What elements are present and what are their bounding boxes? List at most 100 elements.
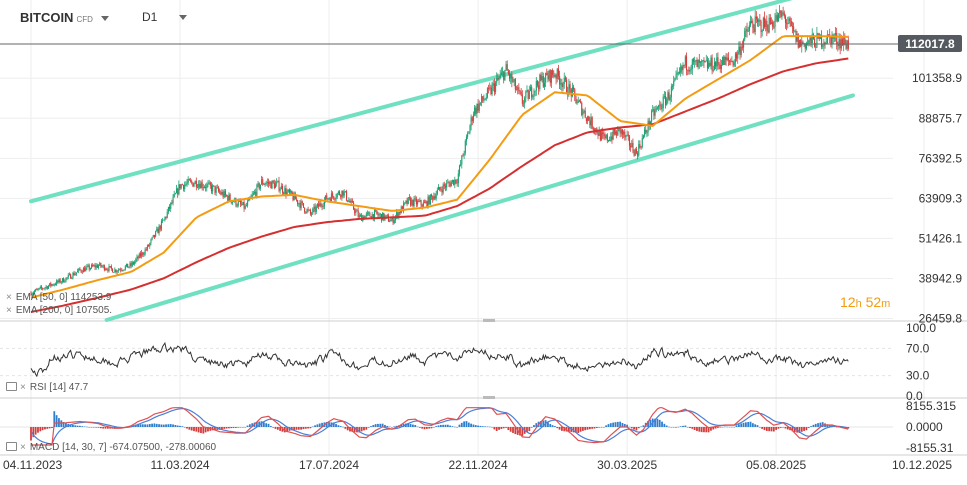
candle-body bbox=[590, 117, 592, 126]
candle bbox=[823, 38, 825, 52]
candle-body bbox=[504, 69, 506, 81]
indicator-settings-icon[interactable] bbox=[6, 381, 17, 391]
indicator-settings-icon[interactable] bbox=[6, 441, 17, 451]
candle bbox=[173, 190, 175, 198]
candle-body bbox=[415, 198, 417, 205]
candle-body bbox=[157, 228, 159, 234]
candle-body bbox=[833, 37, 835, 39]
candle bbox=[165, 216, 167, 220]
macd-histogram-bar bbox=[514, 427, 517, 435]
macd-histogram-bar bbox=[551, 425, 554, 427]
candle-body bbox=[172, 197, 174, 203]
candle-body bbox=[351, 200, 353, 203]
candle bbox=[713, 57, 716, 71]
candle bbox=[356, 208, 358, 212]
candle-body bbox=[266, 181, 268, 183]
candle bbox=[86, 264, 88, 271]
candle-body bbox=[573, 87, 575, 90]
candle bbox=[420, 199, 422, 208]
candle bbox=[450, 180, 452, 187]
candle-body bbox=[610, 136, 612, 141]
candle bbox=[549, 69, 551, 87]
candle bbox=[124, 264, 126, 271]
current-price-label-bg bbox=[898, 35, 962, 53]
candle-body bbox=[417, 201, 419, 205]
candle bbox=[835, 26, 837, 42]
candle bbox=[654, 106, 656, 120]
close-icon[interactable]: × bbox=[6, 305, 12, 316]
macd-histogram-bar bbox=[318, 423, 321, 427]
candle-body bbox=[169, 206, 171, 209]
macd-histogram-bar bbox=[190, 427, 193, 431]
candle-body bbox=[626, 134, 628, 136]
rsi-legend[interactable]: × RSI [14] 47.7 bbox=[6, 381, 88, 393]
candle-body bbox=[524, 97, 526, 104]
candle bbox=[441, 186, 443, 196]
candle bbox=[212, 183, 214, 195]
macd-histogram-bar bbox=[237, 427, 240, 428]
close-icon[interactable]: × bbox=[20, 382, 26, 393]
close-icon[interactable]: × bbox=[6, 292, 12, 303]
candle-body bbox=[736, 53, 738, 59]
candle bbox=[84, 265, 86, 272]
candle-body bbox=[550, 70, 553, 83]
macd-histogram-bar bbox=[281, 427, 284, 432]
macd-histogram-bar bbox=[30, 427, 32, 441]
ema50-legend[interactable]: × EMA [50, 0] 114253.9 bbox=[6, 292, 111, 303]
macd-histogram-bar bbox=[488, 426, 491, 428]
candle bbox=[368, 211, 370, 216]
current-price-label: 112017.8 bbox=[905, 37, 955, 51]
macd-axis-tick: -8155.31 bbox=[906, 441, 954, 455]
candle-body bbox=[555, 75, 557, 79]
candle-body bbox=[485, 97, 487, 100]
macd-histogram-bar bbox=[214, 427, 216, 431]
timeframe-selector[interactable]: D1 bbox=[142, 10, 188, 24]
close-icon[interactable]: × bbox=[20, 442, 26, 453]
candle-body bbox=[406, 200, 408, 204]
macd-legend[interactable]: × MACD [14, 30, 7] -674.07500, -278.00060 bbox=[6, 441, 216, 453]
macd-histogram-bar bbox=[92, 427, 95, 428]
macd-histogram-bar bbox=[153, 423, 156, 427]
candle bbox=[604, 132, 606, 141]
candle bbox=[638, 140, 640, 158]
candle bbox=[684, 54, 686, 69]
candle bbox=[469, 124, 471, 135]
macd-histogram-bar bbox=[740, 423, 743, 427]
candle-body bbox=[115, 269, 117, 273]
candle-body bbox=[692, 59, 695, 62]
candle bbox=[765, 18, 767, 32]
candle bbox=[163, 219, 165, 221]
candle-body bbox=[191, 180, 193, 183]
candle bbox=[111, 268, 114, 273]
candle bbox=[635, 146, 638, 155]
candle bbox=[692, 57, 695, 65]
candle-body bbox=[223, 191, 225, 197]
macd-histogram-bar bbox=[160, 424, 163, 427]
candle bbox=[705, 54, 707, 62]
symbol-selector[interactable]: BITCOIN CFD bbox=[20, 10, 109, 25]
ema200-legend[interactable]: × EMA [200, 0] 107505. bbox=[6, 305, 112, 316]
macd-histogram-bar bbox=[477, 425, 479, 427]
candle bbox=[327, 198, 329, 201]
candle bbox=[349, 198, 351, 203]
candle-body bbox=[365, 213, 367, 216]
candle bbox=[510, 73, 512, 84]
candle-body bbox=[696, 60, 698, 68]
candle bbox=[727, 52, 730, 67]
candle-body bbox=[698, 59, 700, 63]
candle bbox=[591, 116, 593, 130]
candle bbox=[110, 264, 112, 271]
candle-body bbox=[519, 90, 521, 93]
candle bbox=[477, 99, 479, 113]
candle bbox=[607, 139, 610, 143]
candle-body bbox=[681, 66, 683, 71]
time-axis-tick: 11.03.2024 bbox=[150, 458, 209, 472]
candle-body bbox=[347, 200, 349, 202]
candle bbox=[169, 204, 171, 212]
candle bbox=[160, 218, 162, 232]
candle-body bbox=[32, 292, 34, 294]
candle-body bbox=[103, 265, 105, 271]
candle-timer: 12h 52m bbox=[840, 294, 890, 310]
